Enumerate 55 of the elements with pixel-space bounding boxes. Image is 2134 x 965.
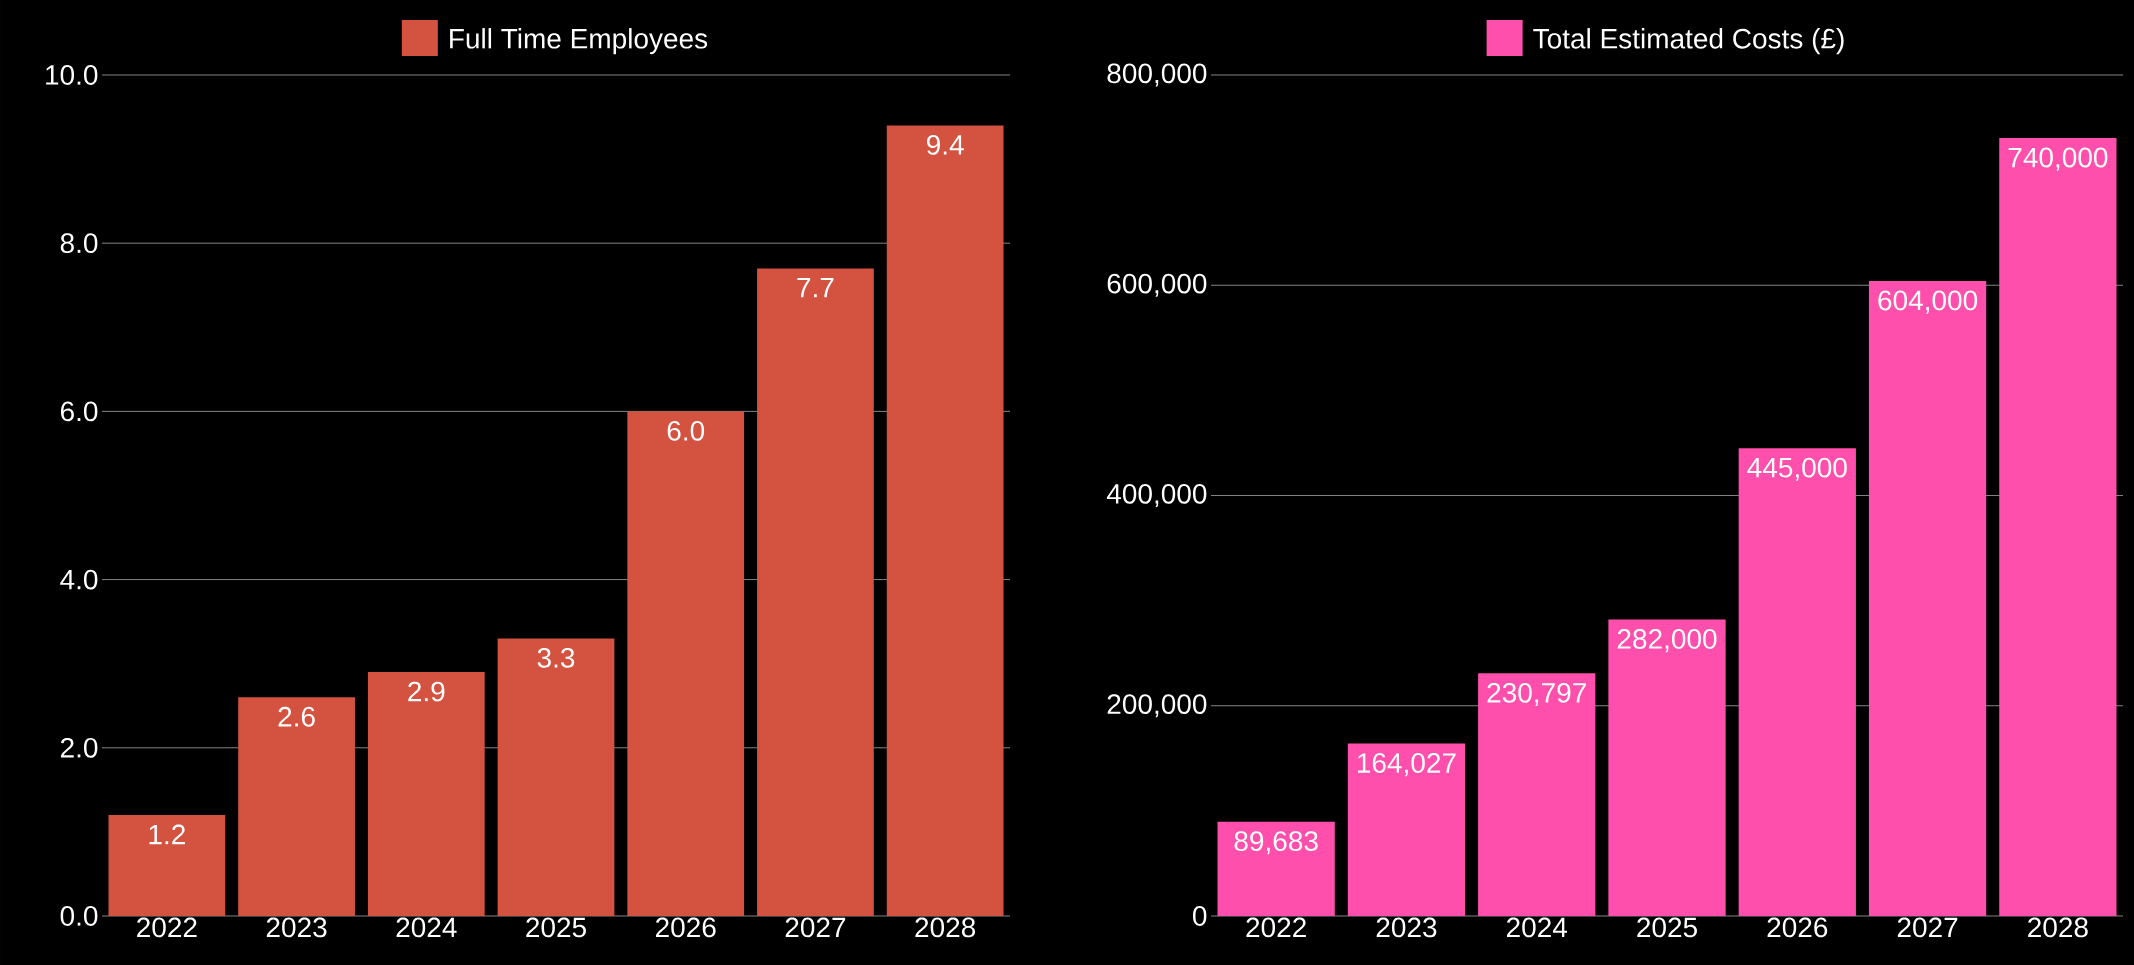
y-tick-label: 2.0 <box>60 737 98 758</box>
x-tick-label: 2023 <box>266 917 327 938</box>
data-label: 9.4 <box>927 134 964 155</box>
x-tick-label: 2025 <box>526 917 586 938</box>
x-tick-label: 2022 <box>137 917 197 938</box>
data-label: 89,683 <box>1234 831 1318 855</box>
data-label: 164,027 <box>1357 753 1456 777</box>
bar <box>108 815 226 916</box>
data-label: 282,000 <box>1617 629 1717 653</box>
x-tick-label: 2024 <box>396 917 457 938</box>
y-tick-label: 0 <box>1193 906 1207 926</box>
bar <box>1999 138 2117 916</box>
bar <box>757 268 874 916</box>
bar <box>1868 281 1987 916</box>
legend-label: Total Estimated Costs (£) <box>1533 28 1844 55</box>
x-tick-label: 2028 <box>2028 917 2088 938</box>
data-label: 1.2 <box>149 824 185 845</box>
data-label: 445,000 <box>1747 457 1847 481</box>
bar <box>886 125 1004 916</box>
data-label: 7.7 <box>797 277 834 298</box>
x-tick-label: 2023 <box>1376 917 1437 938</box>
x-tick-label: 2026 <box>655 917 716 938</box>
data-label: 6.0 <box>667 420 705 441</box>
y-tick-label: 4.0 <box>60 569 98 590</box>
bar <box>367 672 485 916</box>
x-tick-label: 2027 <box>1897 917 1958 938</box>
x-tick-label: 2022 <box>1246 917 1306 938</box>
bar <box>497 638 615 916</box>
bar <box>1347 743 1466 916</box>
legend-label: Full Time Employees <box>450 28 708 55</box>
y-tick-label: 600,000 <box>1107 273 1207 297</box>
x-tick-label: 2025 <box>1637 917 1697 938</box>
x-tick-label: 2026 <box>1767 917 1828 938</box>
y-tick-label: 400,000 <box>1106 483 1207 508</box>
bar <box>1608 619 1726 916</box>
y-tick-label: 6.0 <box>60 401 98 422</box>
y-tick-label: 200,000 <box>1107 694 1207 718</box>
bar <box>1738 448 1856 916</box>
data-label: 740,000 <box>2008 147 2108 171</box>
bar <box>238 697 355 916</box>
bar <box>1478 673 1596 916</box>
bar <box>1217 821 1335 916</box>
y-tick-label: 10.0 <box>46 65 98 85</box>
data-label: 2.6 <box>278 706 315 727</box>
data-label: 3.3 <box>537 648 575 668</box>
data-label: 230,797 <box>1487 682 1586 707</box>
x-tick-label: 2028 <box>915 917 976 938</box>
x-tick-label: 2024 <box>1506 917 1568 938</box>
data-label: 604,000 <box>1878 290 1978 314</box>
y-tick-label: 800,000 <box>1107 63 1207 87</box>
y-tick-label: 0.0 <box>60 906 98 926</box>
data-label: 2.9 <box>408 681 445 702</box>
bar <box>627 411 745 916</box>
x-tick-label: 2027 <box>785 917 846 938</box>
y-tick-label: 8.0 <box>60 233 98 254</box>
